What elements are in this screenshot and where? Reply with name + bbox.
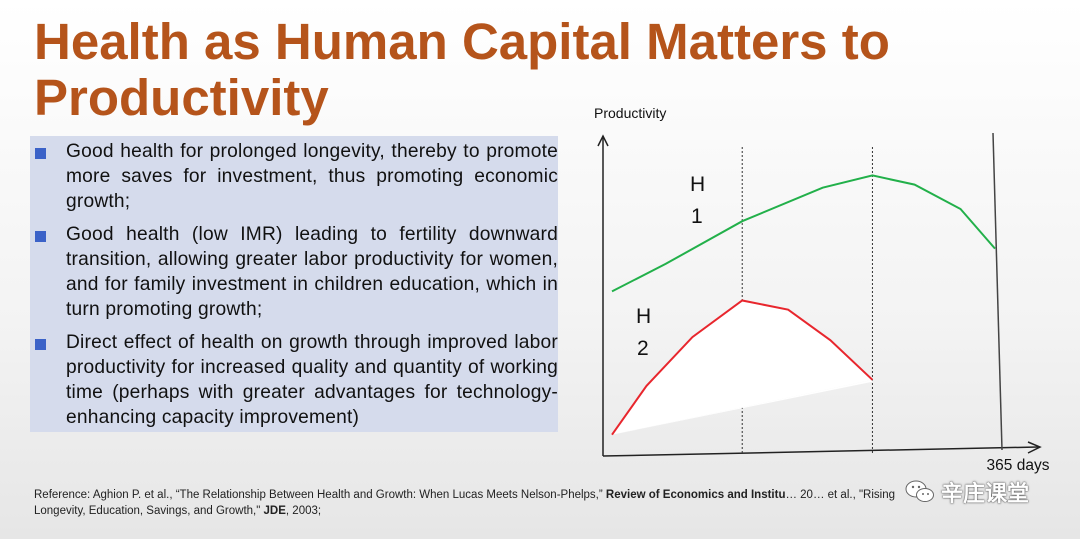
reference-journal-2: JDE xyxy=(263,505,286,517)
h2-fill xyxy=(612,300,873,435)
reference-footnote: Reference: Aghion P. et al., “The Relati… xyxy=(34,487,904,519)
bullet-item-fertility: Good health (low IMR) leading to fertili… xyxy=(30,222,558,322)
x-axis-arrow xyxy=(1027,441,1042,454)
bullet-item-labor: Direct effect of health on growth throug… xyxy=(30,330,558,430)
series-label-h2-top: H xyxy=(636,305,651,328)
bullet-text: Good health for prolonged longevity, the… xyxy=(66,141,558,212)
reference-middle: … 20… et al., "Rising Longevity, Educati… xyxy=(34,489,896,517)
x-axis xyxy=(602,446,1039,457)
period-marker xyxy=(992,132,1003,451)
series-line-h2 xyxy=(611,299,874,436)
watermark-text: 辛庄课堂 xyxy=(941,481,1030,506)
watermark: 辛庄课堂 xyxy=(905,476,1029,508)
bullet-item-savings: Good health for prolonged longevity, the… xyxy=(30,139,558,214)
series-label-h1-bottom: 1 xyxy=(691,205,703,228)
bullet-panel: Good health for prolonged longevity, the… xyxy=(30,136,558,432)
reference-prefix: Reference: Aghion P. et al., “The Relati… xyxy=(34,489,606,501)
y-axis-arrow xyxy=(597,134,609,147)
square-bullet-icon xyxy=(35,231,46,242)
bullet-text: Direct effect of health on growth throug… xyxy=(66,332,558,428)
chart-svg: Productivity 365 days H 1 H 2 xyxy=(594,105,1050,474)
series-line-h1 xyxy=(611,174,996,293)
square-bullet-icon xyxy=(35,148,46,159)
reference-suffix: , 2003; xyxy=(285,505,322,517)
bullet-text: Good health (low IMR) leading to fertili… xyxy=(66,224,558,320)
slide-title: Health as Human Capital Matters to Produ… xyxy=(34,13,890,126)
series-label-h1-top: H xyxy=(690,173,705,196)
productivity-chart: Productivity 365 days H 1 H 2 xyxy=(590,98,1060,478)
y-axis-label: Productivity xyxy=(594,105,666,121)
series-label-h2-bottom: 2 xyxy=(637,337,649,360)
x-axis-label: 365 days xyxy=(987,457,1050,474)
reference-journal-1: Review of Economics and Institu xyxy=(605,489,786,501)
wechat-icon xyxy=(905,480,934,502)
square-bullet-icon xyxy=(35,339,46,350)
